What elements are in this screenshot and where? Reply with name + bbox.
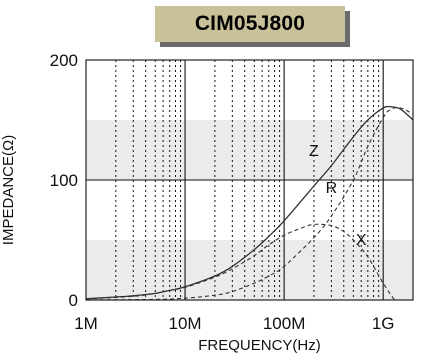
x-tick-label: 10M [169,314,202,333]
band-0 [86,240,413,300]
curve-label-z: Z [309,143,319,160]
series-r-curve [86,107,413,300]
plot-frame [85,59,414,301]
series-x-curve [86,223,395,300]
chart-title: CIM05J800 [194,12,306,35]
band-1 [86,120,413,180]
y-axis-label: IMPEDANCE(Ω) [0,135,17,245]
y-tick-label: 0 [69,291,78,310]
x-axis-label: FREQUENCY(Hz) [198,337,321,354]
x-tick-label: 1G [372,314,395,333]
grid-lines [86,60,413,300]
tick-labels: 1M 10M 100M 1G 0 100 200 [50,51,395,333]
curve-label-x: X [356,232,367,249]
x-tick-label: 100M [263,314,306,333]
series-curves [86,105,413,300]
y-tick-label: 200 [50,51,78,70]
curve-label-r: R [326,180,338,197]
background-bands [86,120,413,300]
curve-labels: Z R X [309,143,367,249]
y-tick-label: 100 [50,171,78,190]
chart-title-badge: CIM05J800 [155,6,345,42]
x-tick-label: 1M [74,314,98,333]
series-z-curve [86,105,413,300]
